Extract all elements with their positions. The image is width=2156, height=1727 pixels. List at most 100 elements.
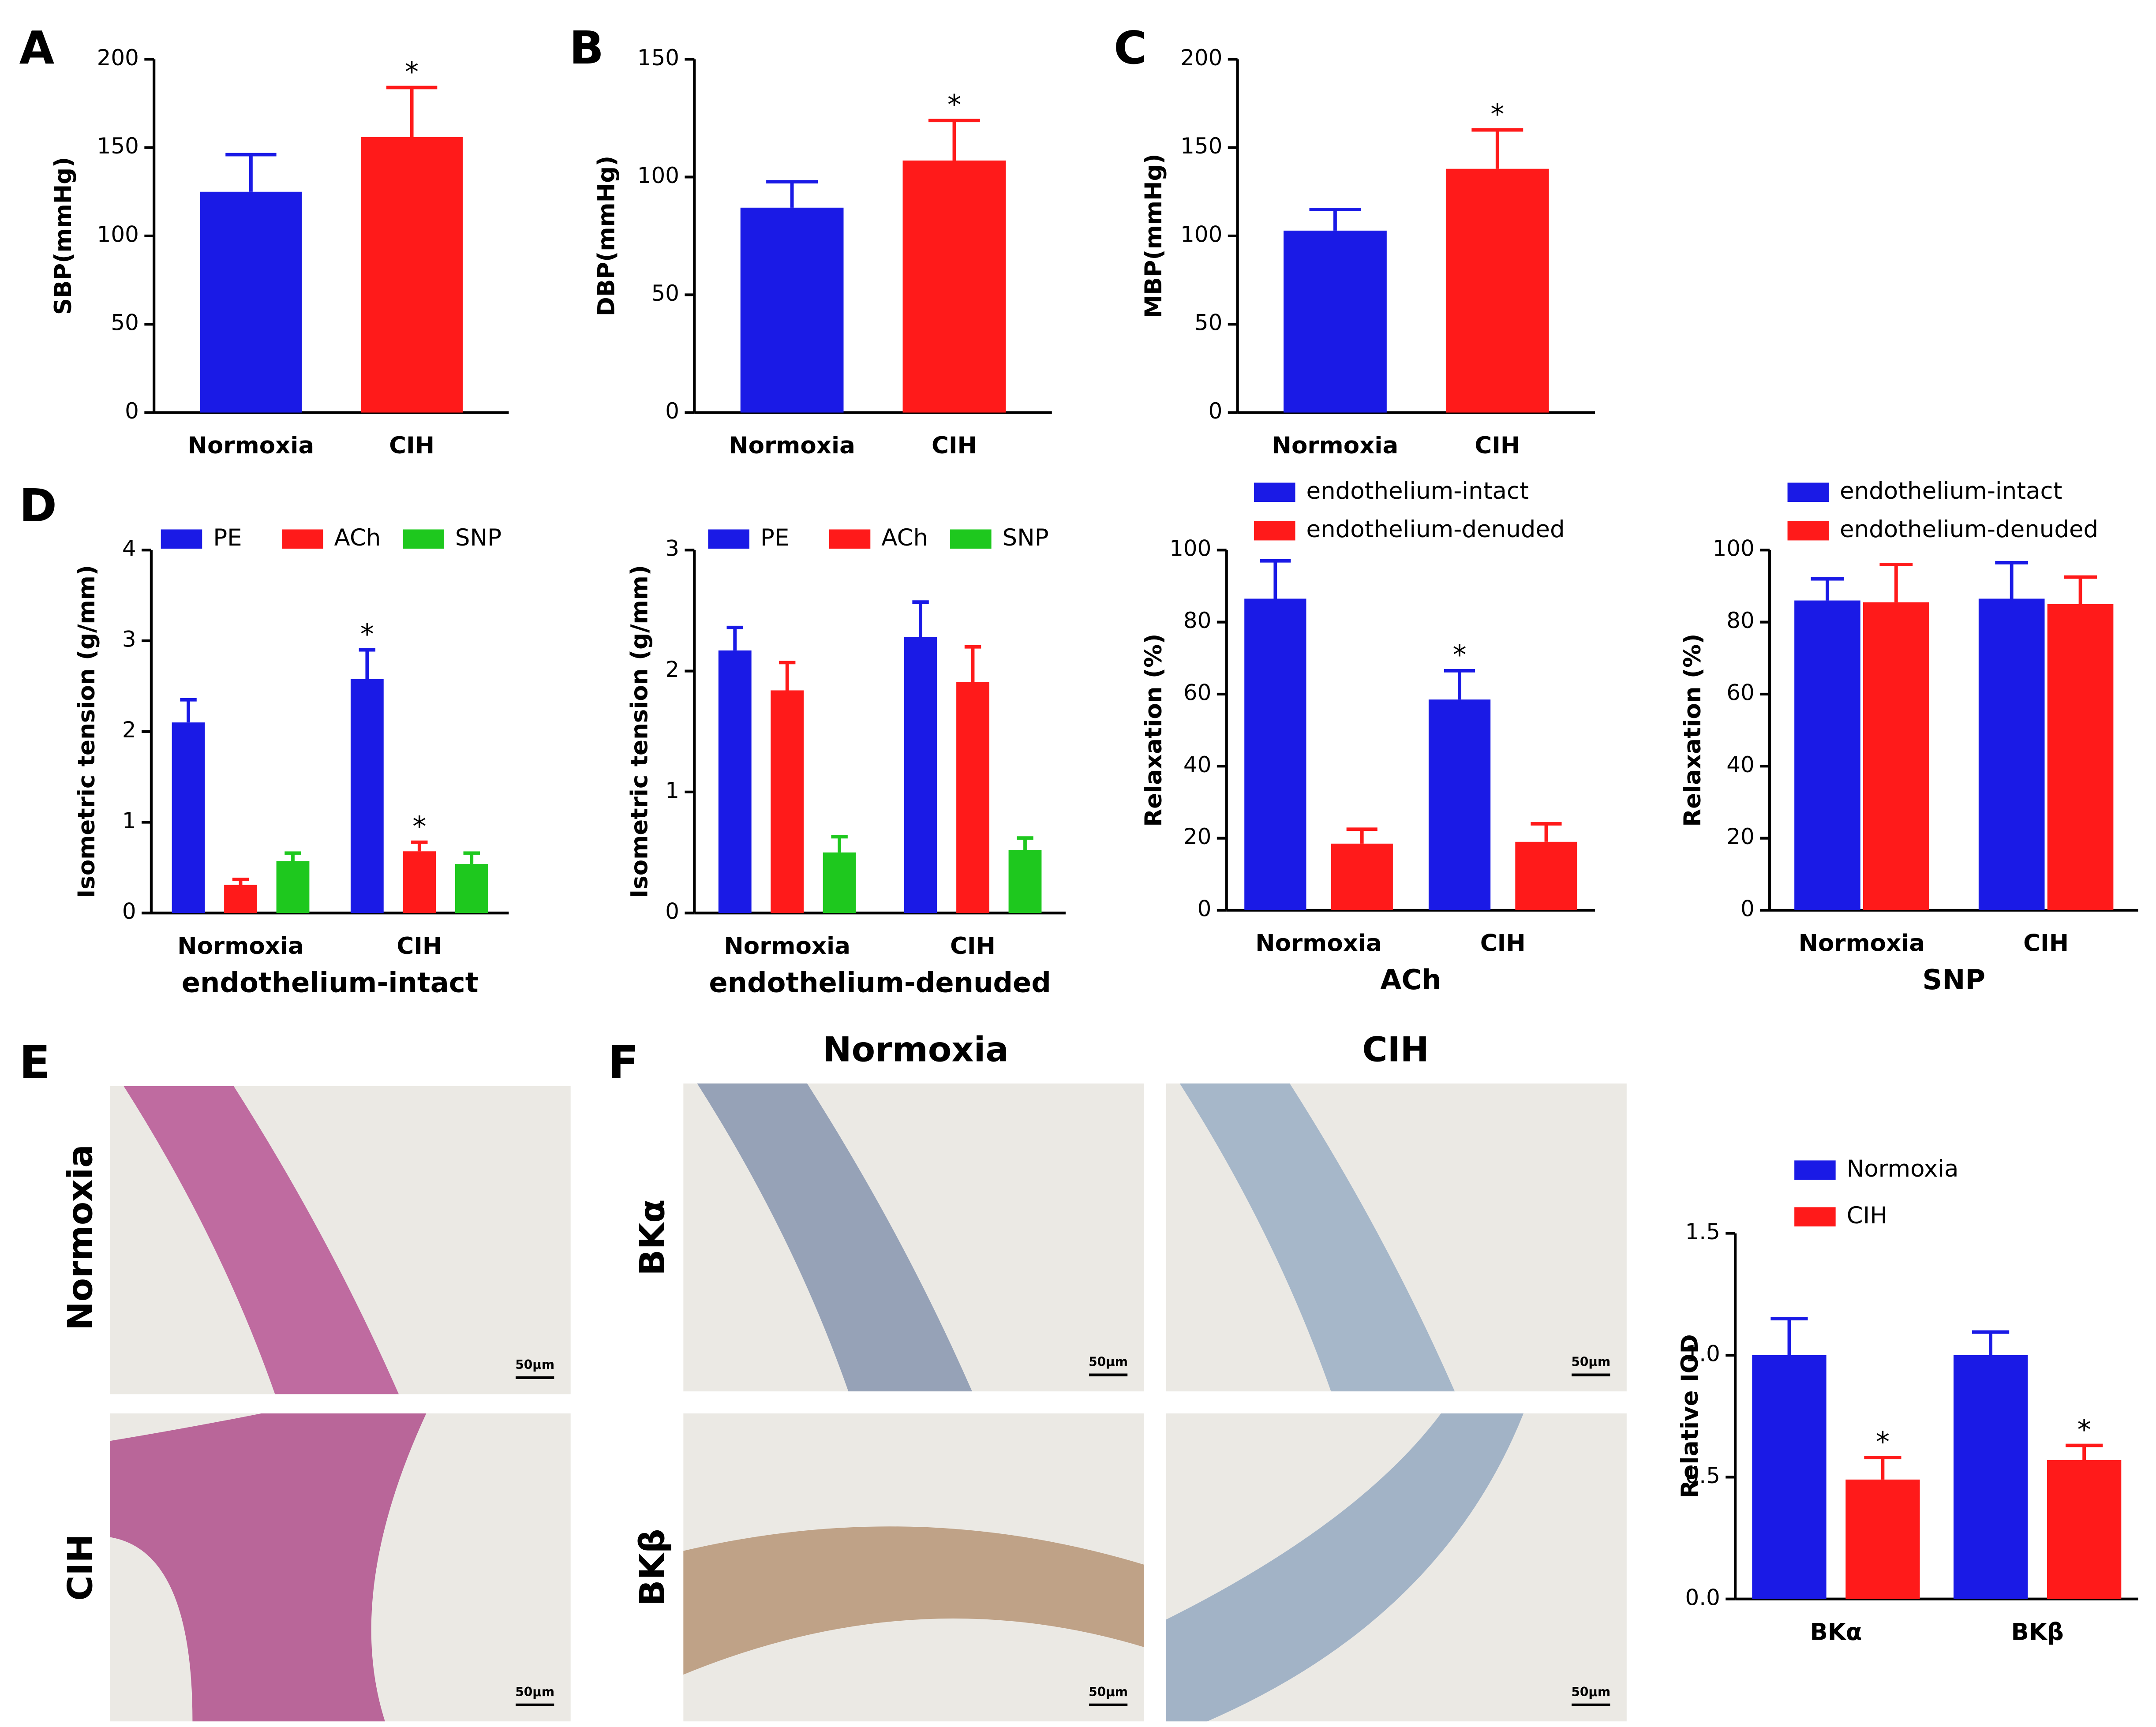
bar bbox=[1752, 1355, 1827, 1599]
legend-label: PE bbox=[213, 524, 242, 551]
y-tick-label: 0 bbox=[665, 398, 679, 424]
bar bbox=[1953, 1355, 2028, 1599]
bar bbox=[200, 191, 302, 413]
legend-swatch bbox=[161, 529, 202, 549]
y-tick-label: 100 bbox=[1713, 536, 1755, 561]
x-axis-label: ACh bbox=[1380, 964, 1441, 996]
x-tick-label: CIH bbox=[950, 933, 996, 960]
y-tick-label: 1.0 bbox=[1685, 1341, 1720, 1366]
bar bbox=[1284, 230, 1387, 413]
y-axis-label: DBP(mmHg) bbox=[593, 156, 620, 316]
scale-bar-label: 50μm bbox=[1571, 1355, 1610, 1369]
y-axis-label: Relaxation (%) bbox=[1679, 634, 1706, 827]
y-tick-label: 2 bbox=[665, 657, 679, 682]
legend-label: SNP bbox=[455, 524, 502, 551]
x-tick-label: Normoxia bbox=[177, 933, 304, 960]
y-tick-label: 60 bbox=[1726, 680, 1754, 705]
vessel-wall bbox=[110, 1413, 427, 1722]
x-tick-label: BKα bbox=[1810, 1619, 1862, 1645]
y-tick-label: 150 bbox=[637, 45, 679, 71]
legend-swatch bbox=[1787, 521, 1829, 541]
y-axis-label: Relative IOD bbox=[1677, 1334, 1703, 1498]
vessel-wall bbox=[683, 1526, 1144, 1675]
y-tick-label: 1.5 bbox=[1685, 1219, 1720, 1245]
column-label: CIH bbox=[1362, 1030, 1429, 1070]
significance-marker: * bbox=[1876, 1426, 1890, 1458]
y-tick-label: 20 bbox=[1726, 824, 1754, 849]
y-axis-label: Relaxation (%) bbox=[1140, 634, 1167, 827]
y-tick-label: 150 bbox=[97, 133, 139, 159]
vessel-wall bbox=[1179, 1083, 1455, 1392]
bar bbox=[224, 885, 257, 913]
y-tick-label: 100 bbox=[637, 163, 679, 188]
y-tick-label: 100 bbox=[97, 221, 139, 247]
y-axis-label: MBP(mmHg) bbox=[1140, 153, 1167, 318]
significance-marker: * bbox=[1452, 639, 1466, 671]
y-tick-label: 80 bbox=[1183, 608, 1211, 633]
bar bbox=[455, 864, 488, 913]
legend-swatch bbox=[1254, 521, 1295, 541]
x-tick-label: Normoxia bbox=[729, 432, 855, 459]
legend-swatch bbox=[708, 529, 749, 549]
legend-swatch bbox=[1794, 1160, 1836, 1180]
panel-label: F bbox=[608, 1037, 639, 1089]
legend-label: endothelium-intact bbox=[1840, 478, 2062, 505]
x-tick-label: CIH bbox=[932, 432, 977, 459]
x-tick-label: CIH bbox=[1475, 432, 1520, 459]
bar bbox=[1008, 850, 1042, 913]
x-tick-label: CIH bbox=[397, 933, 442, 960]
y-tick-label: 0.5 bbox=[1685, 1463, 1720, 1488]
y-tick-label: 0 bbox=[1209, 398, 1223, 424]
legend-swatch bbox=[403, 529, 444, 549]
y-tick-label: 50 bbox=[111, 310, 138, 336]
y-tick-label: 40 bbox=[1726, 752, 1754, 778]
vessel-wall bbox=[697, 1083, 972, 1392]
bar bbox=[2047, 1460, 2122, 1599]
legend-label: endothelium-denuded bbox=[1840, 516, 2098, 543]
legend-label: ACh bbox=[334, 524, 381, 551]
y-tick-label: 1 bbox=[122, 808, 136, 834]
y-tick-label: 80 bbox=[1726, 608, 1754, 633]
x-axis-label: endothelium-denuded bbox=[709, 966, 1051, 998]
x-tick-label: CIH bbox=[2023, 930, 2069, 957]
significance-marker: * bbox=[412, 811, 426, 843]
x-axis-label: SNP bbox=[1922, 964, 1985, 996]
scale-bar-label: 50μm bbox=[515, 1685, 554, 1699]
row-label: BKα bbox=[633, 1199, 672, 1275]
legend-label: ACh bbox=[881, 524, 928, 551]
panel-label: D bbox=[19, 480, 57, 532]
y-tick-label: 0 bbox=[122, 899, 136, 924]
bar bbox=[956, 682, 989, 913]
bar bbox=[1794, 600, 1860, 910]
y-tick-label: 0 bbox=[665, 899, 679, 924]
y-tick-label: 60 bbox=[1183, 680, 1211, 705]
y-tick-label: 150 bbox=[1180, 133, 1222, 159]
bar bbox=[1428, 699, 1491, 910]
legend-label: PE bbox=[760, 524, 789, 551]
bar bbox=[1244, 598, 1306, 910]
y-tick-label: 3 bbox=[122, 626, 136, 652]
y-tick-label: 100 bbox=[1169, 536, 1211, 561]
y-tick-label: 0 bbox=[1741, 896, 1755, 921]
y-tick-label: 50 bbox=[1194, 310, 1222, 336]
legend-label: endothelium-intact bbox=[1306, 478, 1528, 505]
x-tick-label: BKβ bbox=[2011, 1619, 2063, 1645]
row-label: BKβ bbox=[633, 1529, 672, 1606]
vessel-wall bbox=[1166, 1413, 1524, 1722]
significance-marker: * bbox=[2077, 1413, 2091, 1446]
x-tick-label: Normoxia bbox=[1799, 930, 1925, 957]
bar bbox=[350, 679, 384, 913]
y-tick-label: 1 bbox=[665, 778, 679, 803]
significance-marker: * bbox=[947, 89, 961, 121]
legend-label: endothelium-denuded bbox=[1306, 516, 1565, 543]
x-axis-label: endothelium-intact bbox=[182, 966, 479, 998]
bar bbox=[904, 637, 937, 913]
row-label: Normoxia bbox=[61, 1144, 101, 1330]
bar bbox=[1978, 598, 2045, 910]
scale-bar-label: 50μm bbox=[1089, 1355, 1128, 1369]
y-tick-label: 0.0 bbox=[1685, 1585, 1720, 1610]
legend-swatch bbox=[282, 529, 323, 549]
x-tick-label: Normoxia bbox=[724, 933, 850, 960]
bar bbox=[1445, 168, 1549, 413]
x-tick-label: Normoxia bbox=[1272, 432, 1399, 459]
